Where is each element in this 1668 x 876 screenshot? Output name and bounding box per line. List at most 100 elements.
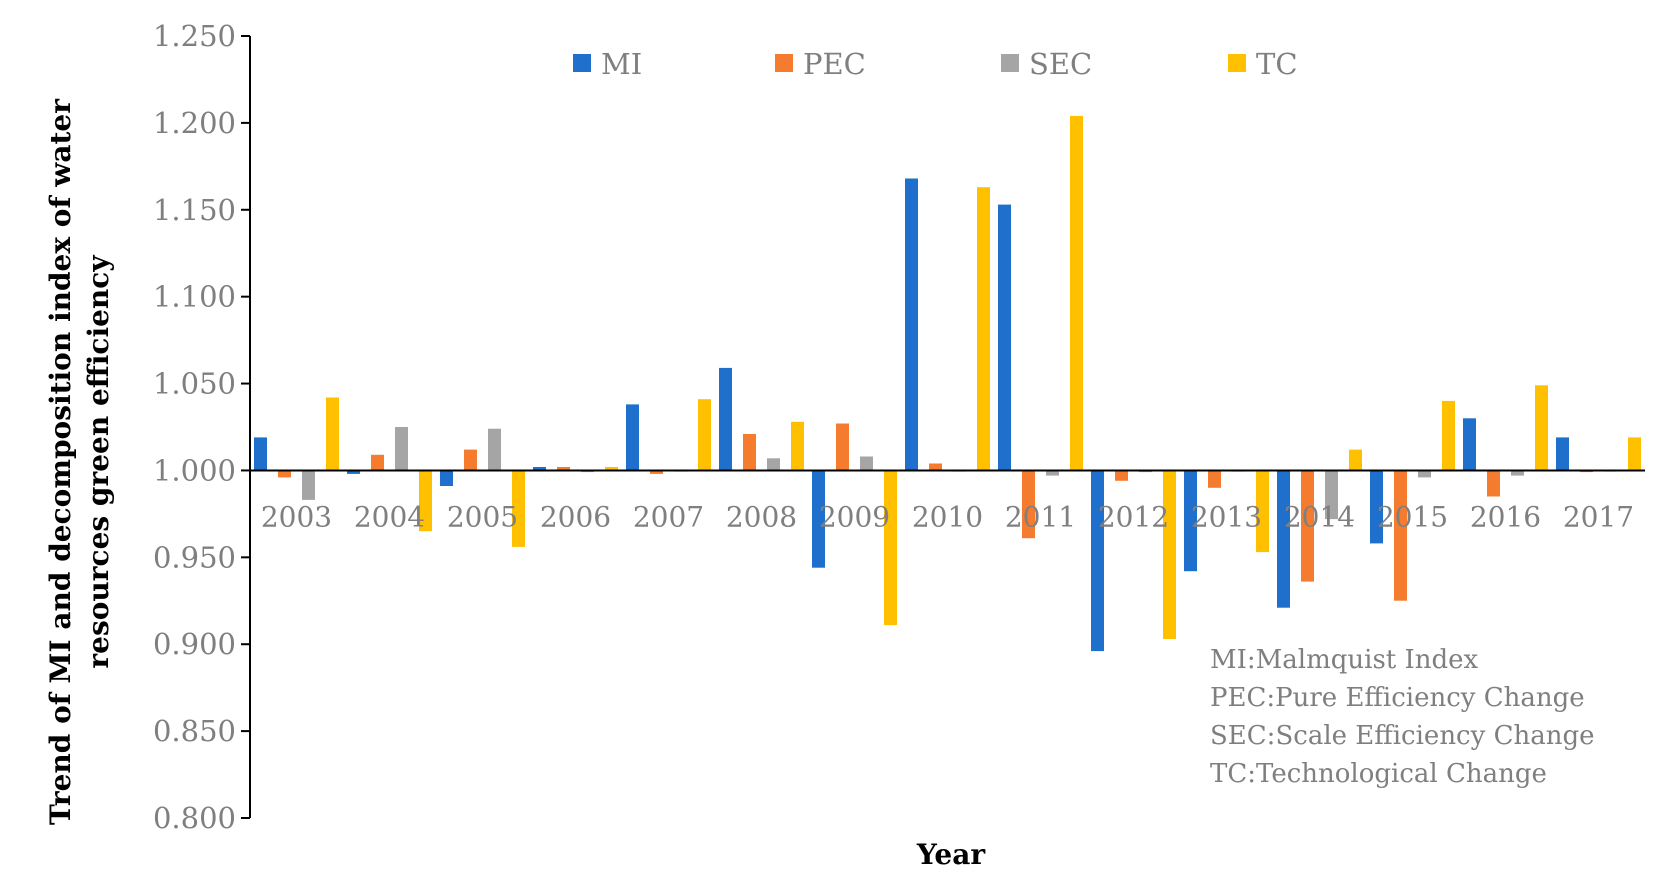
- y-tick-label: 0.850: [153, 714, 236, 748]
- y-tick-label: 1.150: [153, 193, 236, 227]
- legend-swatch-sec: [1001, 54, 1019, 72]
- bar-mi-2017: [1556, 437, 1569, 471]
- bar-tc-2005: [512, 470, 525, 547]
- bar-tc-2017: [1628, 437, 1641, 471]
- bar-sec-2008: [767, 458, 780, 471]
- bar-pec-2009: [836, 423, 849, 471]
- bar-mi-2009: [812, 470, 825, 568]
- bar-pec-2013: [1208, 470, 1221, 488]
- y-axis-title-line-2: resources green efficiency: [82, 255, 115, 669]
- annotation-notes: MI:Malmquist Index PEC:Pure Efficiency C…: [1210, 645, 1595, 789]
- bar-mi-2012: [1091, 470, 1104, 652]
- bar-pec-2015: [1394, 470, 1407, 601]
- x-category-label: 2017: [1563, 500, 1634, 533]
- x-category-label: 2014: [1284, 500, 1355, 533]
- bar-pec-2007: [650, 470, 663, 474]
- bar-tc-2015: [1442, 400, 1455, 471]
- axes-layer: [249, 36, 1645, 818]
- y-tick-label: 0.800: [153, 801, 236, 835]
- bar-tc-2011: [1070, 115, 1083, 471]
- y-tick-label: 1.000: [153, 453, 236, 487]
- legend-swatch-mi: [573, 54, 591, 72]
- bar-tc-2010: [977, 187, 990, 471]
- legend: MI PEC SEC TC: [573, 47, 1298, 81]
- bar-mi-2015: [1370, 470, 1383, 544]
- y-axis-title: Trend of MI and decomposition index of w…: [44, 98, 115, 825]
- x-category-label: 2013: [1191, 500, 1262, 533]
- note-tc: TC:Technological Change: [1210, 759, 1547, 789]
- bar-pec-2011: [1022, 470, 1035, 539]
- x-category-label: 2012: [1098, 500, 1169, 533]
- bar-mi-2014: [1277, 470, 1290, 608]
- x-category-label: 2004: [354, 500, 425, 533]
- bar-mi-2013: [1184, 470, 1197, 572]
- bars-layer: [254, 115, 1641, 652]
- x-category-label: 2006: [540, 500, 611, 533]
- bar-sec-2011: [1046, 470, 1059, 476]
- bar-sec-2015: [1418, 470, 1431, 478]
- x-axis-title: Year: [916, 838, 987, 871]
- bar-mi-2003: [254, 437, 267, 471]
- bar-sec-2004: [395, 427, 408, 471]
- bar-pec-2005: [464, 449, 477, 471]
- x-category-label: 2003: [261, 500, 332, 533]
- x-category-labels: 2003 2004 2005 2006 2007 2008 2009 2010 2011 2012…: [261, 500, 1634, 533]
- x-category-label: 2010: [912, 500, 983, 533]
- x-category-label: 2005: [447, 500, 518, 533]
- bar-tc-2012: [1163, 470, 1176, 639]
- note-sec: SEC:Scale Efficiency Change: [1210, 721, 1595, 751]
- y-tick-label: 0.950: [153, 540, 236, 574]
- bar-tc-2014: [1349, 449, 1362, 471]
- bar-pec-2003: [278, 470, 291, 478]
- bar-tc-2004: [419, 470, 432, 532]
- bar-mi-2008: [719, 367, 732, 471]
- y-axis-title-line-1: Trend of MI and decomposition index of w…: [44, 98, 77, 825]
- x-category-label: 2016: [1470, 500, 1541, 533]
- bar-tc-2003: [326, 397, 339, 471]
- bar-mi-2006: [533, 467, 546, 471]
- x-category-label: 2011: [1005, 500, 1076, 533]
- bar-mi-2016: [1463, 418, 1476, 471]
- bar-tc-2008: [791, 421, 804, 471]
- bar-mi-2004: [347, 470, 360, 474]
- bar-sec-2016: [1511, 470, 1524, 476]
- bar-mi-2007: [626, 404, 639, 471]
- bar-pec-2016: [1487, 470, 1500, 497]
- bar-tc-2013: [1256, 470, 1269, 553]
- note-mi: MI:Malmquist Index: [1210, 645, 1479, 675]
- legend-label-pec: PEC: [803, 47, 866, 81]
- bar-pec-2014: [1301, 470, 1314, 582]
- y-tick-label: 1.100: [153, 280, 236, 314]
- legend-swatch-tc: [1228, 54, 1246, 72]
- bar-tc-2007: [698, 399, 711, 471]
- legend-label-mi: MI: [601, 47, 642, 81]
- x-category-label: 2007: [633, 500, 704, 533]
- x-category-label: 2009: [819, 500, 890, 533]
- legend-label-sec: SEC: [1029, 47, 1092, 81]
- x-category-label: 2008: [726, 500, 797, 533]
- bar-sec-2014: [1325, 470, 1338, 520]
- bar-tc-2016: [1535, 385, 1548, 471]
- note-pec: PEC:Pure Efficiency Change: [1210, 683, 1585, 713]
- y-ticks: 0.800 0.850 0.900 0.950 1.000 1.050 1.100 1.150…: [153, 19, 250, 835]
- y-tick-label: 1.050: [153, 367, 236, 401]
- bar-sec-2003: [302, 470, 315, 500]
- y-tick-label: 0.900: [153, 627, 236, 661]
- bar-pec-2010: [929, 463, 942, 471]
- y-tick-label: 1.200: [153, 106, 236, 140]
- bar-mi-2010: [905, 178, 918, 471]
- legend-swatch-pec: [775, 54, 793, 72]
- bar-sec-2009: [860, 456, 873, 471]
- bar-pec-2008: [743, 434, 756, 471]
- bar-mi-2005: [440, 470, 453, 486]
- x-category-label: 2015: [1377, 500, 1448, 533]
- bar-pec-2004: [371, 454, 384, 471]
- bar-tc-2009: [884, 470, 897, 626]
- bar-tc-2006: [605, 467, 618, 471]
- y-tick-label: 1.250: [153, 19, 236, 53]
- legend-label-tc: TC: [1256, 47, 1298, 81]
- bar-mi-2011: [998, 204, 1011, 471]
- bar-pec-2006: [557, 467, 570, 471]
- bar-sec-2005: [488, 428, 501, 471]
